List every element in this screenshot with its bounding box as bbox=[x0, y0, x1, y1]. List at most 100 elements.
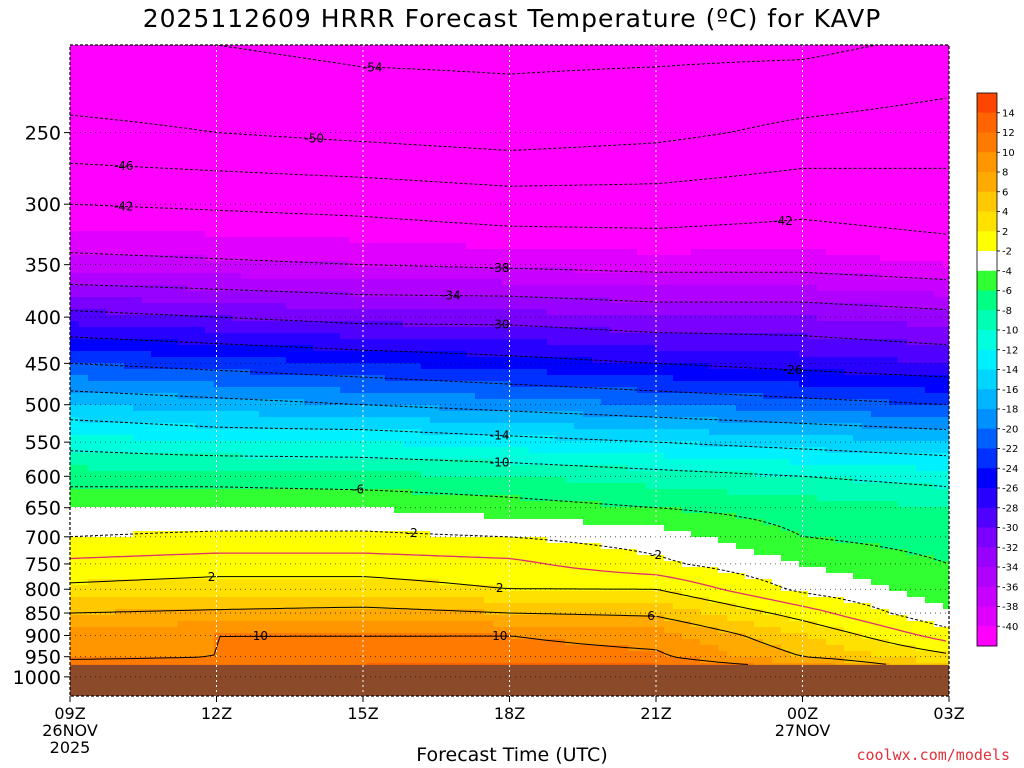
field-cell bbox=[133, 159, 143, 166]
field-cell bbox=[169, 57, 179, 64]
field-cell bbox=[412, 363, 422, 370]
field-cell bbox=[412, 123, 422, 130]
field-cell bbox=[385, 105, 395, 112]
field-cell bbox=[286, 117, 296, 124]
field-cell bbox=[259, 627, 269, 634]
field-cell bbox=[376, 165, 386, 172]
field-cell bbox=[439, 345, 449, 352]
field-cell bbox=[160, 549, 170, 556]
field-cell bbox=[223, 75, 233, 82]
field-cell bbox=[304, 357, 314, 364]
field-cell bbox=[367, 369, 377, 376]
field-cell bbox=[376, 447, 386, 454]
field-cell bbox=[259, 279, 269, 286]
field-cell bbox=[403, 165, 413, 172]
field-cell bbox=[232, 507, 242, 514]
field-cell bbox=[259, 297, 269, 304]
field-cell bbox=[295, 387, 305, 394]
field-cell bbox=[70, 603, 80, 610]
field-cell bbox=[205, 237, 215, 244]
field-cell bbox=[448, 621, 458, 628]
field-cell bbox=[304, 453, 314, 460]
field-cell bbox=[178, 507, 188, 514]
field-cell bbox=[160, 183, 170, 190]
field-cell bbox=[412, 219, 422, 226]
field-cell bbox=[169, 513, 179, 520]
field-cell bbox=[358, 519, 368, 526]
field-cell bbox=[124, 465, 134, 472]
field-cell bbox=[97, 507, 107, 514]
field-cell bbox=[187, 345, 197, 352]
field-cell bbox=[70, 231, 80, 238]
field-cell bbox=[322, 387, 332, 394]
field-cell bbox=[331, 351, 341, 358]
field-cell bbox=[214, 291, 224, 298]
field-cell bbox=[304, 459, 314, 466]
field-cell bbox=[169, 621, 179, 628]
field-cell bbox=[97, 93, 107, 100]
field-cell bbox=[394, 639, 404, 646]
field-cell bbox=[214, 105, 224, 112]
field-cell bbox=[151, 417, 161, 424]
field-cell bbox=[385, 441, 395, 448]
field-cell bbox=[304, 207, 314, 214]
field-cell bbox=[232, 471, 242, 478]
field-cell bbox=[295, 63, 305, 70]
field-cell bbox=[241, 69, 251, 76]
field-cell bbox=[196, 453, 206, 460]
field-cell bbox=[439, 549, 449, 556]
field-cell bbox=[151, 639, 161, 646]
field-cell bbox=[142, 171, 152, 178]
field-cell bbox=[124, 345, 134, 352]
field-cell bbox=[205, 309, 215, 316]
field-cell bbox=[124, 243, 134, 250]
field-cell bbox=[358, 459, 368, 466]
field-cell bbox=[160, 153, 170, 160]
field-cell bbox=[331, 63, 341, 70]
field-cell bbox=[160, 645, 170, 652]
field-cell bbox=[466, 237, 476, 244]
field-cell bbox=[214, 267, 224, 274]
field-cell bbox=[187, 657, 197, 664]
field-cell bbox=[133, 453, 143, 460]
field-cell bbox=[259, 99, 269, 106]
field-cell bbox=[151, 105, 161, 112]
field-cell bbox=[151, 321, 161, 328]
field-cell bbox=[169, 93, 179, 100]
field-cell bbox=[376, 405, 386, 412]
field-cell bbox=[106, 387, 116, 394]
field-cell bbox=[115, 285, 125, 292]
field-cell bbox=[286, 213, 296, 220]
field-cell bbox=[367, 75, 377, 82]
field-cell bbox=[178, 195, 188, 202]
field-cell bbox=[394, 399, 404, 406]
field-cell bbox=[385, 369, 395, 376]
field-cell bbox=[259, 495, 269, 502]
field-cell bbox=[241, 99, 251, 106]
field-cell bbox=[403, 45, 413, 52]
field-cell bbox=[367, 183, 377, 190]
field-cell bbox=[421, 171, 431, 178]
field-cell bbox=[124, 603, 134, 610]
field-cell bbox=[403, 303, 413, 310]
field-cell bbox=[340, 69, 350, 76]
field-cell bbox=[322, 645, 332, 652]
field-cell bbox=[340, 141, 350, 148]
field-cell bbox=[358, 555, 368, 562]
field-cell bbox=[340, 87, 350, 94]
field-cell bbox=[70, 339, 80, 346]
field-cell bbox=[286, 603, 296, 610]
field-cell bbox=[367, 87, 377, 94]
field-cell bbox=[331, 267, 341, 274]
field-cell bbox=[385, 579, 395, 586]
field-cell bbox=[439, 249, 449, 256]
field-cell bbox=[187, 507, 197, 514]
field-cell bbox=[394, 519, 404, 526]
field-cell bbox=[268, 309, 278, 316]
field-cell bbox=[448, 579, 458, 586]
field-cell bbox=[232, 117, 242, 124]
field-cell bbox=[169, 261, 179, 268]
field-cell bbox=[196, 111, 206, 118]
field-cell bbox=[394, 393, 404, 400]
field-cell bbox=[286, 81, 296, 88]
